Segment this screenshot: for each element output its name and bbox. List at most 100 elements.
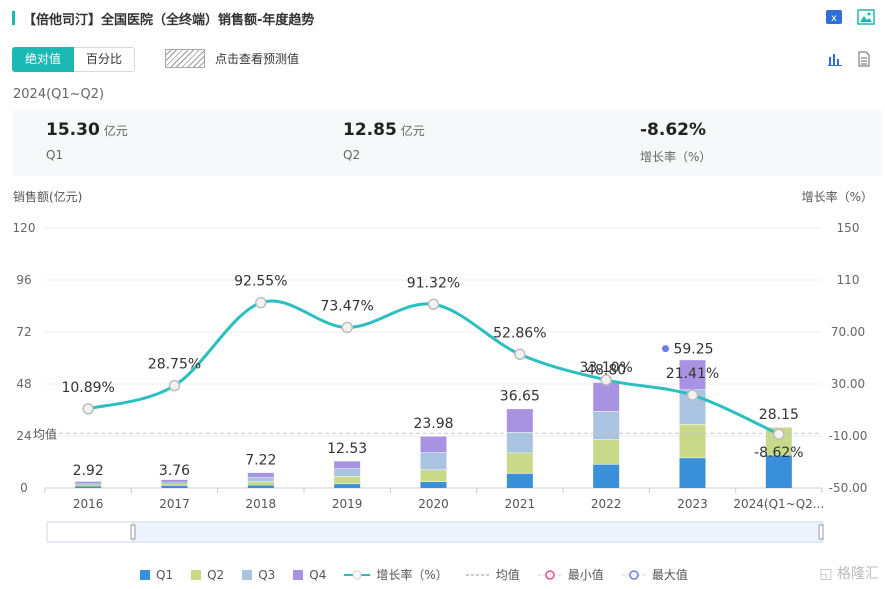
bar-segment	[506, 473, 533, 488]
max-marker	[662, 345, 669, 353]
tab-absolute[interactable]: 绝对值	[12, 47, 75, 72]
title-accent	[12, 11, 15, 25]
x-tick-label: 2019	[332, 497, 363, 511]
bar-segment	[161, 479, 188, 482]
zoom-handle-left	[130, 524, 136, 540]
y-tick-label: 0	[20, 481, 28, 495]
table-view-icon[interactable]	[857, 51, 871, 67]
legend-q4-swatch	[293, 569, 304, 580]
growth-label: 33.10%	[579, 360, 632, 376]
bar-segment	[247, 481, 274, 486]
summary-q1: 15.30 亿元 Q1	[46, 120, 128, 162]
title-bar: 【倍他司汀】全国医院（全终端）销售额-年度趋势	[12, 8, 314, 28]
bar-segment	[420, 469, 447, 482]
legend-min-swatch	[537, 569, 562, 580]
y2-tick-label: 150	[837, 221, 860, 235]
predict-label: 点击查看预测值	[215, 52, 300, 66]
legend-average[interactable]: 均值	[465, 566, 520, 583]
legend-q1-swatch	[140, 569, 150, 580]
legend-q4-label: Q4	[309, 567, 327, 582]
value-mode-tabs: 绝对值 百分比	[12, 47, 136, 72]
growth-point	[168, 379, 181, 392]
legend-q3-label: Q3	[258, 567, 276, 582]
legend-q2[interactable]: Q2	[191, 568, 224, 582]
top-toolbar: x	[825, 9, 875, 25]
watermark-text: 格隆汇	[837, 566, 879, 582]
growth-point	[600, 374, 612, 386]
hatch-pattern-icon	[165, 49, 205, 68]
total-label: 3.76	[159, 463, 190, 479]
y2-tick-label: 30.00	[831, 377, 865, 391]
bar-segment	[161, 485, 188, 488]
bar-segment	[334, 483, 361, 488]
total-label: 12.53	[327, 441, 367, 457]
tab-percent[interactable]: 百分比	[74, 47, 136, 72]
total-label: 48.80	[586, 362, 626, 378]
bar-segment	[247, 472, 274, 478]
legend-growth[interactable]: 增长率（%）	[344, 566, 448, 583]
growth-label: -8.62%	[754, 445, 804, 461]
y-tick-label: 120	[13, 221, 36, 235]
y2-tick-label: 110	[837, 273, 860, 287]
x-tick-label: 2017	[159, 497, 190, 511]
total-label: 28.15	[759, 407, 799, 423]
bar-chart-icon[interactable]	[827, 51, 843, 67]
x-tick-label: 2018	[246, 497, 277, 511]
total-label: 2.92	[73, 463, 104, 479]
x-tick-label: 2024(Q1~Q2...	[733, 497, 824, 511]
zoom-track	[46, 521, 824, 543]
bar-segment	[75, 483, 102, 485]
y-tick-label: 24	[16, 429, 31, 443]
legend-min[interactable]: 最小值	[537, 566, 604, 583]
growth-point	[341, 321, 353, 334]
chart-legend: Q1 Q2 Q3 Q4 增长率（%） 均值 最小值 最大值	[140, 566, 688, 583]
bar-segment	[334, 476, 361, 484]
export-excel-icon[interactable]: x	[825, 9, 843, 25]
growth-point	[514, 348, 526, 361]
legend-max[interactable]: 最大值	[621, 566, 688, 583]
x-tick-label: 2016	[73, 497, 104, 511]
bar-segment	[420, 481, 447, 488]
legend-q1-label: Q1	[156, 567, 174, 582]
bar-segment	[334, 460, 361, 469]
x-tick-label: 2020	[418, 497, 449, 511]
legend-average-swatch	[465, 574, 490, 575]
y2-tick-label: -50.00	[829, 481, 868, 495]
legend-q2-label: Q2	[207, 567, 225, 582]
legend-q2-swatch	[191, 569, 202, 580]
legend-q3[interactable]: Q3	[242, 568, 275, 582]
summary-panel: 15.30 亿元 Q1 12.85 亿元 Q2 -8.62% 增长率（%）	[12, 110, 882, 176]
growth-point	[773, 428, 785, 440]
y-tick-label: 72	[16, 325, 31, 339]
summary-q1-unit: 亿元	[103, 124, 128, 138]
growth-label: 28.75%	[148, 357, 201, 373]
average-label: 均值	[33, 426, 57, 441]
summary-q1-label: Q1	[46, 148, 64, 162]
summary-q2: 12.85 亿元 Q2	[343, 120, 425, 162]
bar-segment	[593, 382, 620, 412]
bar-segment	[679, 457, 706, 488]
legend-min-label: 最小值	[567, 568, 604, 582]
total-label: 23.98	[413, 416, 453, 432]
summary-q2-value: 12.85	[343, 120, 397, 140]
growth-label: 52.86%	[493, 325, 546, 341]
growth-point	[255, 296, 267, 309]
bar-segment	[247, 485, 274, 488]
zoom-handle-right	[818, 524, 824, 540]
bar-segment	[247, 477, 274, 482]
export-image-icon[interactable]	[857, 9, 875, 25]
summary-growth: -8.62% 增长率（%）	[640, 120, 711, 165]
bar-segment	[506, 408, 533, 433]
bar-segment	[161, 481, 188, 484]
legend-max-swatch	[621, 569, 646, 580]
growth-point	[82, 403, 94, 415]
legend-q4[interactable]: Q4	[293, 568, 326, 582]
legend-q1[interactable]: Q1	[140, 568, 173, 582]
svg-text:x: x	[831, 13, 837, 24]
legend-average-label: 均值	[495, 568, 520, 582]
period-label: 2024(Q1~Q2)	[13, 87, 105, 102]
bar-segment	[679, 424, 706, 458]
predict-toggle[interactable]: 点击查看预测值	[165, 49, 299, 68]
bar-segment	[75, 486, 102, 488]
